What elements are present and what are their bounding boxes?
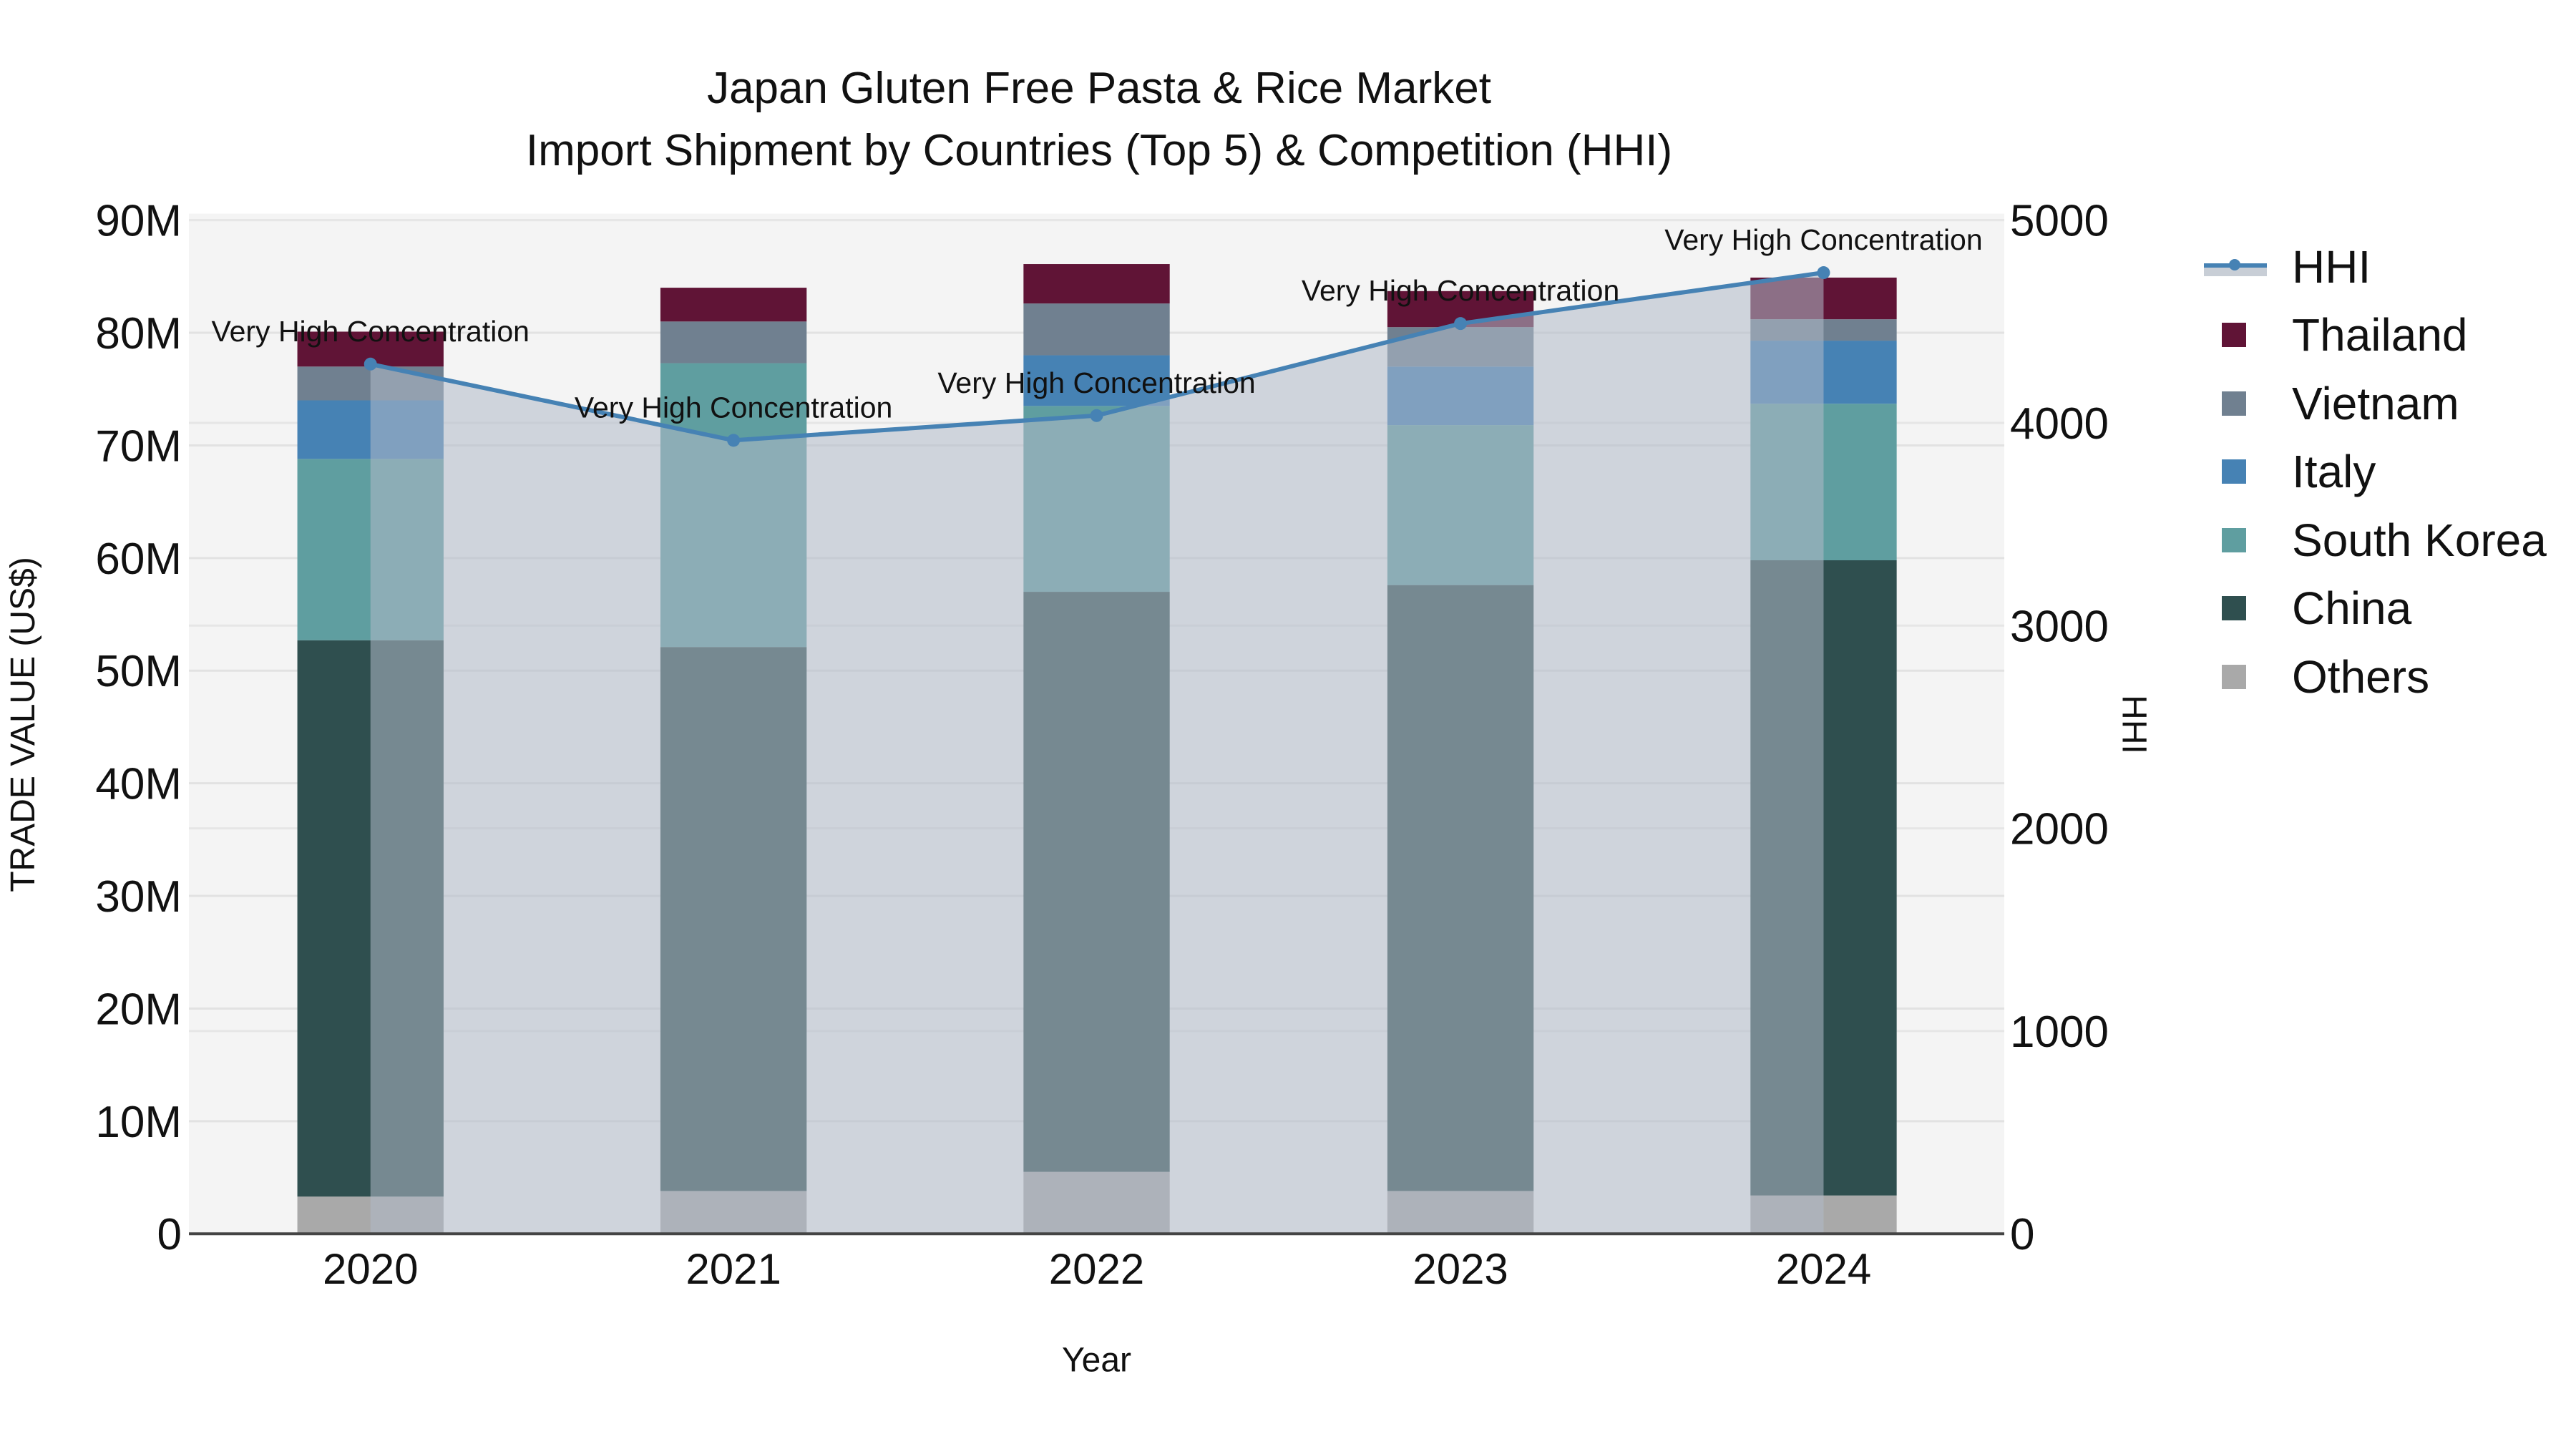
y-left-tick-label: 80M (95, 309, 182, 358)
hhi-point[interactable] (1090, 409, 1103, 422)
y-right-tick-label: 4000 (2010, 399, 2109, 449)
legend-label: South Korea (2292, 514, 2547, 566)
hhi-annotation: Very High Concentration (1664, 223, 1982, 256)
legend-label: Vietnam (2292, 377, 2459, 429)
y-right-axis-title: HHI (2114, 695, 2152, 754)
y-right-tick-label: 1000 (2010, 1008, 2109, 1057)
legend-label: Others (2292, 650, 2430, 703)
hhi-area (370, 273, 1824, 1234)
legend-item-china[interactable]: China (2190, 575, 2547, 643)
y-left-tick-label: 90M (95, 197, 182, 246)
x-tick-label: 2023 (1413, 1245, 1508, 1293)
y-left-tick-label: 40M (95, 760, 182, 809)
y-left-tick-label: 10M (95, 1098, 182, 1147)
hhi-annotation: Very High Concentration (1302, 274, 1619, 307)
legend-label: Thailand (2292, 309, 2468, 361)
color-swatch-icon (2222, 527, 2246, 552)
y-left-tick-label: 50M (95, 647, 182, 696)
bar-segment-thailand[interactable] (660, 288, 807, 322)
bar-segment-vietnam[interactable] (1023, 303, 1170, 356)
bar-segment-thailand[interactable] (1023, 264, 1170, 304)
color-swatch-icon (2222, 323, 2246, 348)
x-tick-label: 2020 (323, 1245, 418, 1293)
legend-item-thailand[interactable]: Thailand (2190, 301, 2547, 370)
x-tick-label: 2021 (686, 1245, 781, 1293)
x-tick-label: 2024 (1776, 1245, 1871, 1293)
hhi-point[interactable] (364, 357, 377, 371)
legend-item-south-korea[interactable]: South Korea (2190, 506, 2547, 575)
y-right-tick-label: 3000 (2010, 602, 2109, 651)
legend-item-italy[interactable]: Italy (2190, 438, 2547, 507)
legend-label: China (2292, 582, 2412, 635)
chart-title: Japan Gluten Free Pasta & Rice Market (707, 64, 1491, 113)
hhi-point[interactable] (1454, 317, 1468, 331)
x-axis-title: Year (1062, 1342, 1131, 1380)
color-swatch-icon (2222, 459, 2246, 484)
y-left-tick-label: 0 (157, 1210, 182, 1259)
hhi-annotation: Very High Concentration (212, 315, 530, 348)
y-left-tick-label: 30M (95, 872, 182, 922)
legend-label: HHI (2292, 240, 2371, 293)
y-left-tick-label: 70M (95, 421, 182, 471)
y-left-tick-label: 20M (95, 985, 182, 1034)
bar-segment-italy[interactable] (1023, 355, 1170, 406)
y-right-tick-label: 5000 (2010, 197, 2109, 246)
legend-item-others[interactable]: Others (2190, 643, 2547, 711)
color-swatch-icon (2222, 391, 2246, 416)
color-swatch-icon (2222, 596, 2246, 621)
hhi-annotation: Very High Concentration (575, 391, 892, 424)
color-swatch-icon (2222, 664, 2246, 689)
line-marker-icon (2204, 255, 2267, 279)
y-right-tick-label: 0 (2010, 1210, 2034, 1259)
hhi-point[interactable] (727, 434, 741, 447)
bar-segment-vietnam[interactable] (660, 321, 807, 364)
x-tick-label: 2022 (1049, 1245, 1144, 1293)
hhi-annotation: Very High Concentration (937, 366, 1255, 399)
y-left-axis-title: TRADE VALUE (US$) (4, 557, 42, 892)
hhi-point[interactable] (1817, 266, 1830, 280)
y-left-tick-label: 60M (95, 535, 182, 584)
legend-item-vietnam[interactable]: Vietnam (2190, 369, 2547, 438)
legend: HHI Thailand Vietnam Italy South Korea C… (2190, 233, 2547, 711)
chart-subtitle: Import Shipment by Countries (Top 5) & C… (525, 126, 1673, 175)
legend-label: Italy (2292, 446, 2376, 498)
y-right-tick-label: 2000 (2010, 805, 2109, 854)
legend-item-hhi[interactable]: HHI (2190, 233, 2547, 301)
